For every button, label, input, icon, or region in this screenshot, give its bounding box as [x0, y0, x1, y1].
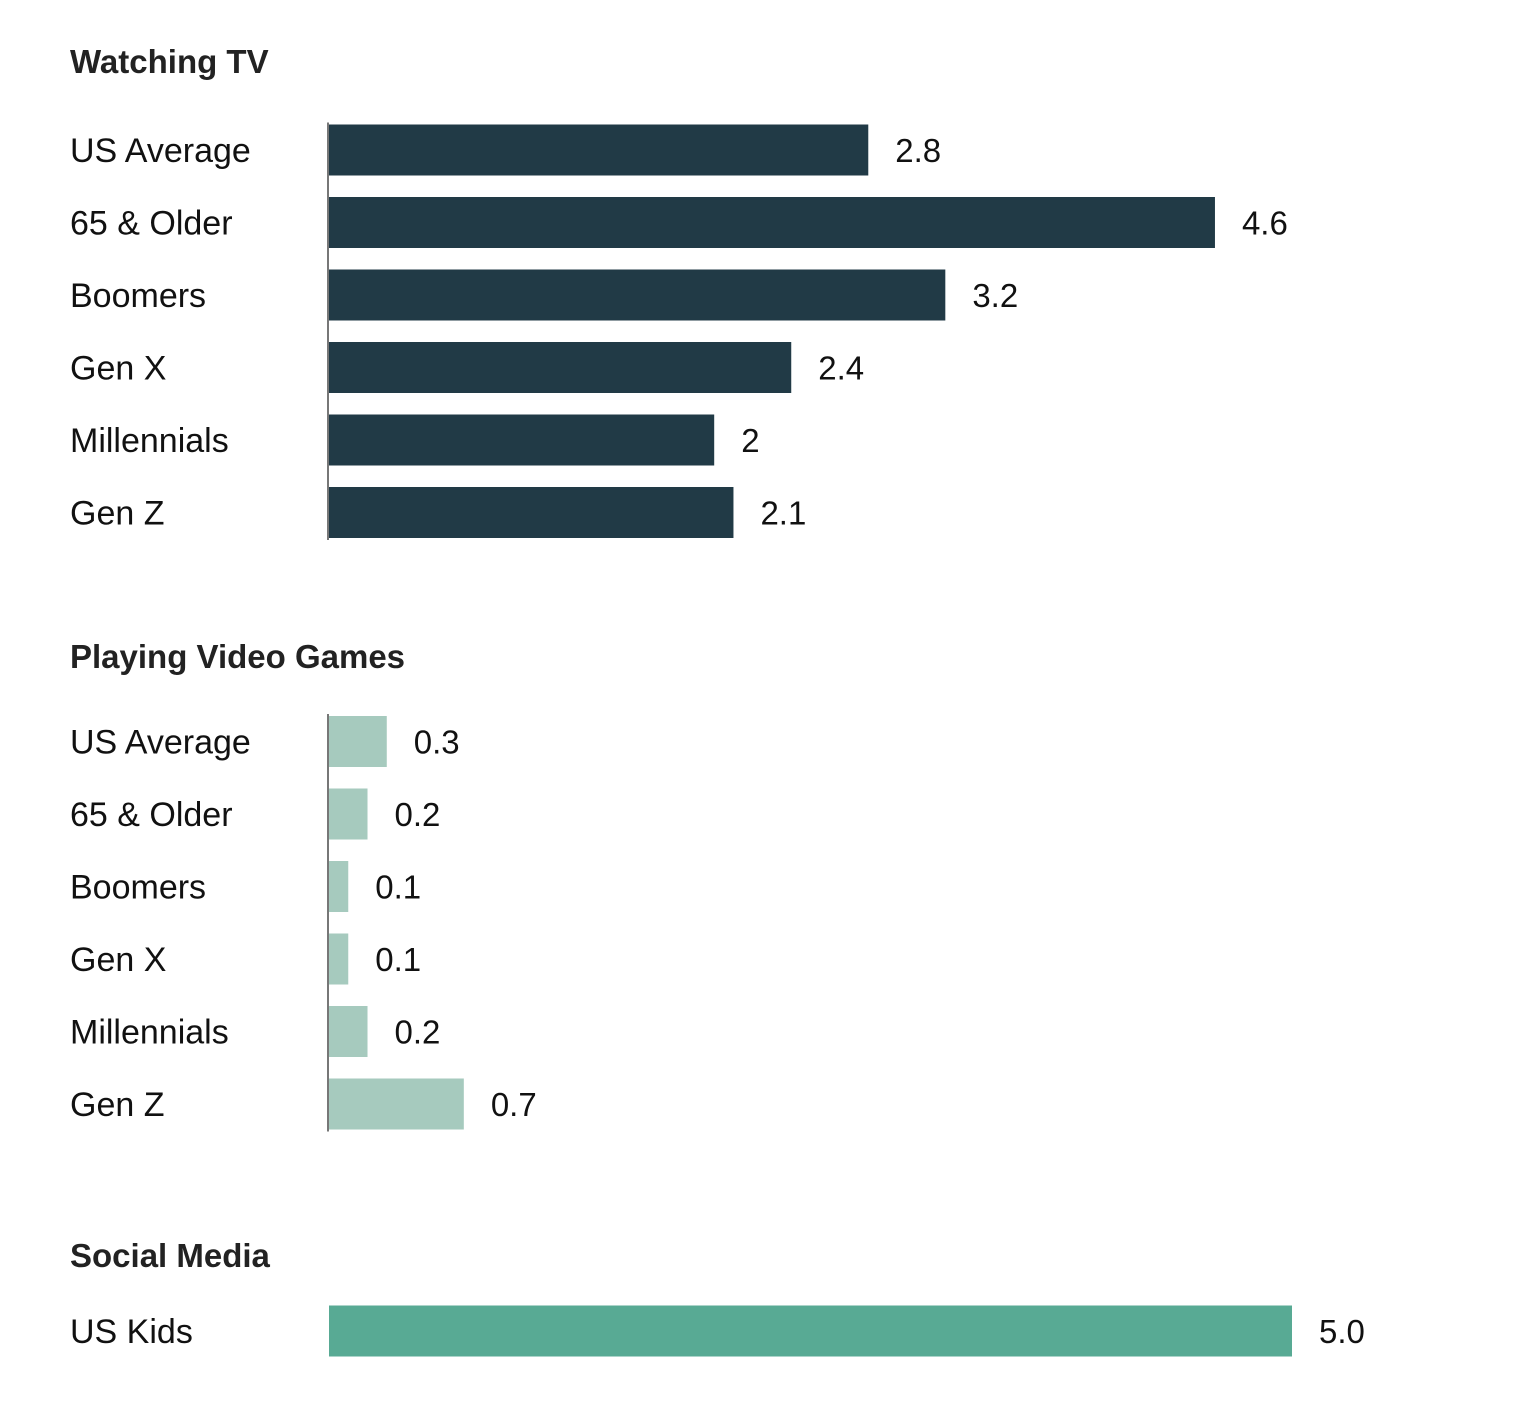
bar [329, 1006, 368, 1057]
bar [329, 342, 792, 393]
category-label: Millennials [70, 1014, 229, 1052]
bar [329, 933, 349, 985]
category-label: 65 & Older [70, 205, 233, 243]
bar [329, 788, 368, 840]
category-label: Gen Z [70, 1086, 164, 1124]
bar [329, 487, 734, 538]
category-label: Millennials [70, 422, 229, 460]
category-label: Gen Z [70, 495, 164, 533]
data-label: 0.2 [395, 1014, 441, 1051]
data-label: 2.1 [760, 495, 806, 532]
bar [329, 1305, 1292, 1357]
chart-title: Watching TV [70, 43, 269, 80]
category-label: US Kids [70, 1313, 193, 1351]
data-label: 0.3 [414, 724, 460, 761]
bar [329, 269, 946, 321]
data-label: 0.7 [491, 1086, 537, 1123]
chart-panel-2: Social Media US Kids 5.0 [70, 1237, 1365, 1357]
data-label: 3.2 [972, 277, 1018, 314]
chart-title: Social Media [70, 1237, 271, 1274]
category-label: 65 & Older [70, 796, 233, 834]
data-label: 0.1 [375, 869, 421, 906]
data-label: 2 [741, 422, 759, 459]
category-label: Gen X [70, 941, 166, 979]
bar [329, 1078, 464, 1130]
category-label: US Average [70, 724, 251, 762]
data-label: 4.6 [1242, 205, 1288, 242]
category-label: Boomers [70, 869, 206, 907]
bar [329, 124, 869, 176]
category-label: Gen X [70, 350, 166, 388]
bar [329, 197, 1215, 248]
chart-title: Playing Video Games [70, 638, 405, 675]
bar [329, 861, 349, 912]
category-label: Boomers [70, 277, 206, 315]
bar [329, 716, 387, 767]
data-label: 0.1 [375, 941, 421, 978]
data-label: 5.0 [1319, 1313, 1365, 1350]
category-label: US Average [70, 132, 251, 170]
chart-panel-1: Playing Video Games US Average 0.3 65 & Old… [70, 638, 537, 1132]
bar [329, 414, 715, 466]
data-label: 0.2 [395, 796, 441, 833]
data-label: 2.4 [818, 350, 864, 387]
chart-panel-0: Watching TV US Average 2.8 65 & Older 4.6 Boo… [70, 43, 1288, 540]
data-label: 2.8 [895, 132, 941, 169]
